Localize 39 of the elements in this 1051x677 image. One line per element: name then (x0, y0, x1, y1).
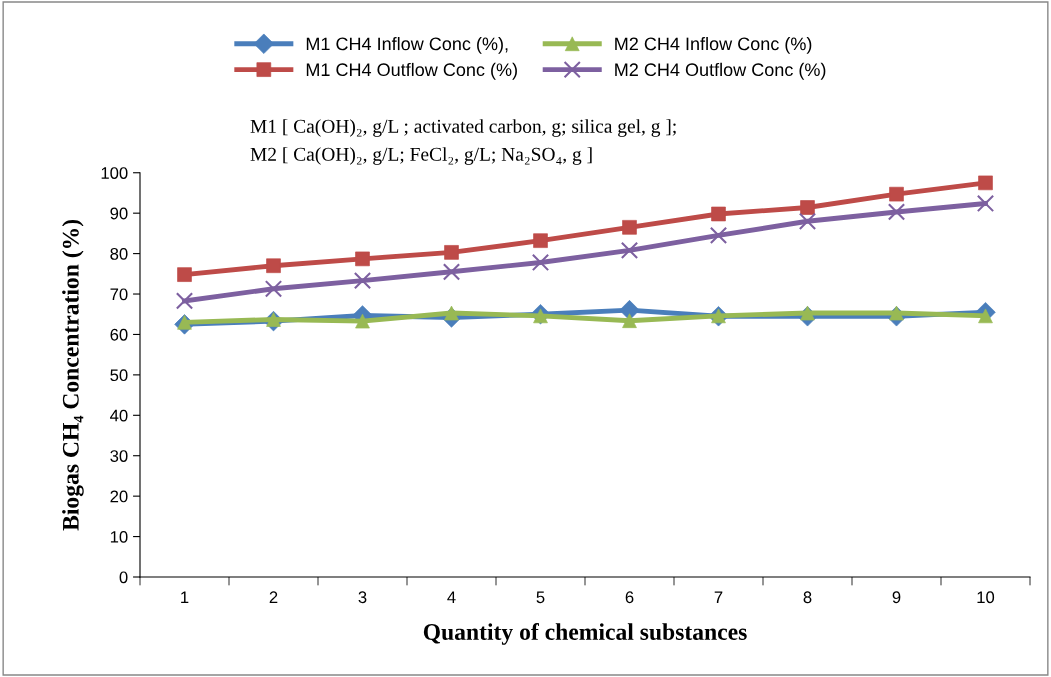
text: M2 [ Ca(OH)₂, g/L; FeCl₂, g/L; Na₂SO₄, g ] (250, 147, 592, 165)
x-tick-label: 10 (977, 591, 995, 604)
x-tick-label: 3 (358, 591, 367, 604)
point (709, 226, 728, 245)
point (175, 292, 194, 310)
x-tick-label: 2 (269, 591, 278, 603)
point (620, 241, 639, 260)
point (798, 212, 817, 230)
x-tick-label: 9 (892, 591, 901, 604)
x-axis-title: Quantity of chemical substances (423, 623, 747, 645)
y-tick-label: 40 (110, 409, 128, 422)
x-tick-label: 4 (447, 591, 456, 603)
x-tick-label: 6 (625, 591, 634, 604)
point (976, 194, 995, 213)
y-tick-label: 60 (110, 328, 128, 341)
point (531, 253, 550, 272)
legend-label: M2 CH4 Outflow Conc (%) (615, 62, 826, 80)
y-tick-label: 50 (110, 369, 128, 382)
text: M1 [ Ca(OH)₂, g/L ; activated carbon, g; silica gel, g ]; (250, 119, 676, 137)
y-tick-label: 30 (110, 450, 128, 462)
legend-label: M2 CH4 Inflow Conc (%) (615, 37, 812, 54)
x-tick-label: 5 (536, 591, 545, 604)
x-tick-label: 1 (181, 591, 189, 603)
point (887, 203, 906, 221)
y-tick-label: 70 (110, 288, 128, 301)
y-tick-label: 80 (110, 248, 128, 260)
legend-label: M1 CH4 Inflow Conc (%), (306, 37, 508, 54)
point (264, 280, 283, 298)
legend-label: M1 CH4 Outflow Conc (%) (306, 62, 517, 80)
y-tick-label: 10 (110, 530, 128, 543)
point (442, 263, 461, 281)
y-tick-label: 20 (110, 490, 128, 503)
x-tick-label: 8 (803, 591, 812, 604)
x-tick-label: 7 (714, 591, 723, 603)
y-tick-label: 0 (119, 571, 128, 584)
y-axis-title: Biogas CH₄ Concentration (%) (62, 219, 84, 531)
y-tick-label: 100 (101, 167, 128, 179)
y-tick-label: 90 (110, 207, 128, 220)
point (353, 272, 372, 290)
